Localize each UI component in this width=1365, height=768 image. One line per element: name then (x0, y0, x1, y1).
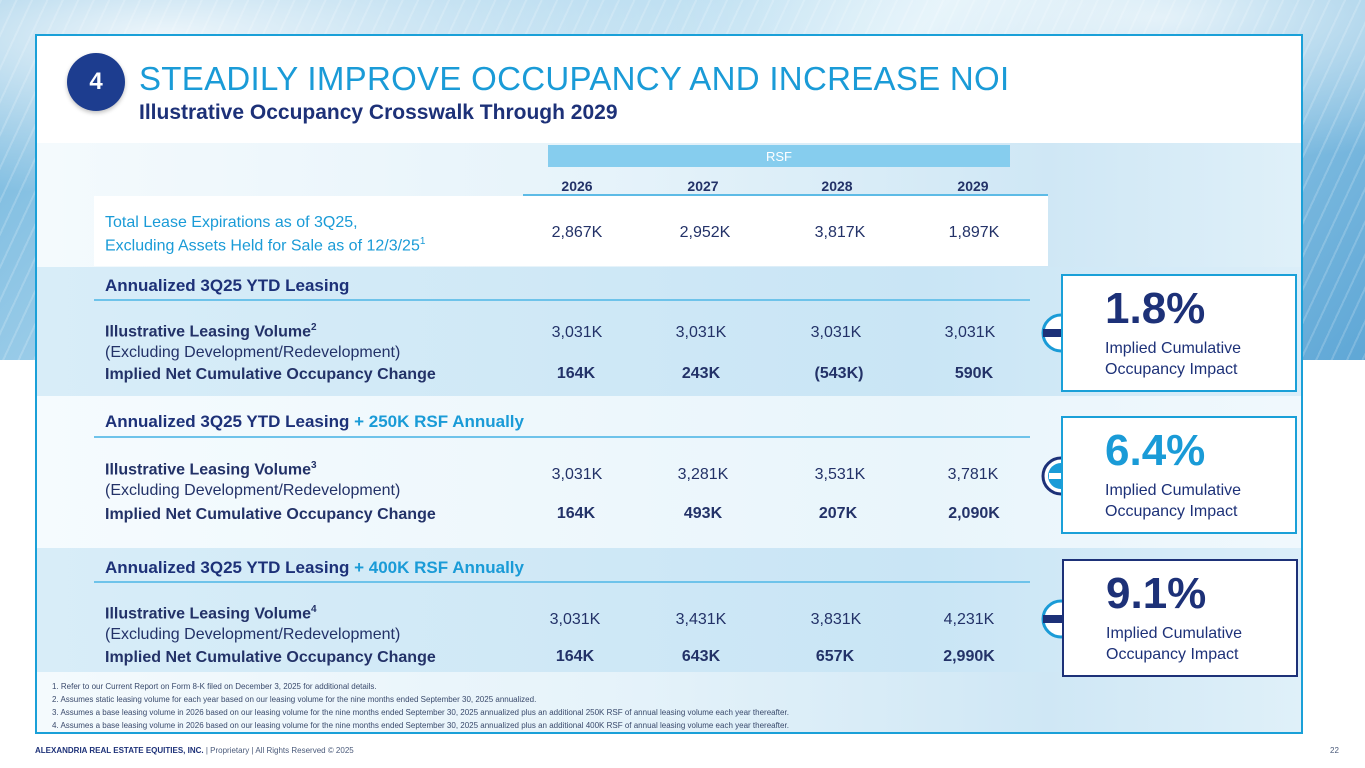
occupancy-change-value: 164K (556, 505, 596, 522)
leasing-volume-label: Illustrative Leasing Volume2 (Excluding … (105, 322, 401, 362)
footnote: 1. Refer to our Current Report on Form 8… (52, 682, 377, 691)
occupancy-change-value: 657K (815, 648, 855, 665)
header-divider (523, 194, 1048, 196)
impact-percentage: 9.1% (1106, 569, 1207, 618)
leasing-volume-value: 3,781K (947, 466, 999, 483)
leasing-volume-value: 3,431K (675, 611, 727, 628)
impact-label: Implied Cumulative Occupancy Impact (1105, 482, 1242, 520)
occupancy-change-value: (543K) (814, 365, 864, 382)
expirations-label: Total Lease Expirations as of 3Q25, Excl… (105, 213, 425, 255)
occupancy-change-value: 493K (683, 505, 723, 522)
expiration-value: 2,867K (551, 224, 603, 241)
scenario-divider (94, 299, 1030, 301)
expiration-value: 1,897K (948, 224, 1000, 241)
occupancy-change-value: 2,990K (943, 648, 995, 665)
leasing-volume-value: 3,031K (549, 611, 601, 628)
leasing-volume-value: 3,031K (675, 324, 727, 341)
leasing-volume-value: 3,531K (814, 466, 866, 483)
occupancy-change-label: Implied Net Cumulative Occupancy Change (105, 506, 436, 523)
occupancy-change-label: Implied Net Cumulative Occupancy Change (105, 649, 436, 666)
expiration-value: 2,952K (679, 224, 731, 241)
rsf-group-header: RSF (548, 145, 1010, 167)
occupancy-change-value: 164K (555, 648, 595, 665)
footnote: 3. Assumes a base leasing volume in 2026… (52, 708, 789, 717)
footnotes: 1. Refer to our Current Report on Form 8… (52, 680, 789, 732)
footer-copyright: ALEXANDRIA REAL ESTATE EQUITIES, INC. | … (35, 746, 354, 755)
page-subtitle: Illustrative Occupancy Crosswalk Through… (139, 101, 618, 124)
leasing-volume-value: 3,031K (551, 324, 603, 341)
footnote-ref: 1 (419, 236, 426, 247)
year-header: 2027 (687, 178, 719, 194)
impact-percentage: 6.4% (1105, 426, 1206, 475)
year-header: 2028 (821, 178, 853, 194)
leasing-volume-value: 3,281K (677, 466, 729, 483)
leasing-volume-value: 3,831K (810, 611, 862, 628)
page-number: 22 (1330, 746, 1339, 755)
leasing-volume-label: Illustrative Leasing Volume3 (Excluding … (105, 460, 401, 500)
scenario-divider (94, 436, 1030, 438)
leasing-volume-value: 3,031K (810, 324, 862, 341)
footnote: 4. Assumes a base leasing volume in 2026… (52, 721, 789, 730)
footnote: 2. Assumes static leasing volume for eac… (52, 695, 537, 704)
occupancy-change-value: 164K (556, 365, 596, 382)
year-header: 2029 (957, 178, 989, 194)
impact-box: 6.4% Implied Cumulative Occupancy Impact (1061, 416, 1297, 534)
scenario-title: Annualized 3Q25 YTD Leasing + 250K RSF A… (105, 412, 524, 431)
expirations-label-line1: Total Lease Expirations as of 3Q25, (105, 214, 358, 231)
impact-box: 9.1% Implied Cumulative Occupancy Impact (1062, 559, 1298, 677)
leasing-volume-value: 3,031K (944, 324, 996, 341)
impact-box: 1.8% Implied Cumulative Occupancy Impact (1061, 274, 1297, 392)
occupancy-change-value: 207K (818, 505, 858, 522)
impact-label: Implied Cumulative Occupancy Impact (1106, 625, 1243, 663)
occupancy-change-value: 643K (681, 648, 721, 665)
expirations-row (94, 196, 1048, 266)
impact-label: Implied Cumulative Occupancy Impact (1105, 340, 1242, 378)
expirations-label-line2: Excluding Assets Held for Sale as of 12/… (105, 237, 420, 255)
expiration-value: 3,817K (814, 224, 866, 241)
scenario-title: Annualized 3Q25 YTD Leasing (105, 276, 350, 295)
leasing-volume-value: 4,231K (943, 611, 995, 628)
occupancy-change-label: Implied Net Cumulative Occupancy Change (105, 366, 436, 383)
leasing-volume-label: Illustrative Leasing Volume4 (Excluding … (105, 604, 401, 644)
page-title: STEADILY IMPROVE OCCUPANCY AND INCREASE … (139, 60, 1010, 97)
occupancy-change-value: 2,090K (948, 505, 1000, 522)
section-number-badge: 4 (67, 53, 125, 111)
impact-percentage: 1.8% (1105, 284, 1206, 333)
scenario-title: Annualized 3Q25 YTD Leasing + 400K RSF A… (105, 558, 524, 577)
year-header: 2026 (561, 178, 593, 194)
leasing-volume-value: 3,031K (551, 466, 603, 483)
occupancy-change-value: 590K (954, 365, 994, 382)
occupancy-change-value: 243K (681, 365, 721, 382)
scenario-divider (94, 581, 1030, 583)
